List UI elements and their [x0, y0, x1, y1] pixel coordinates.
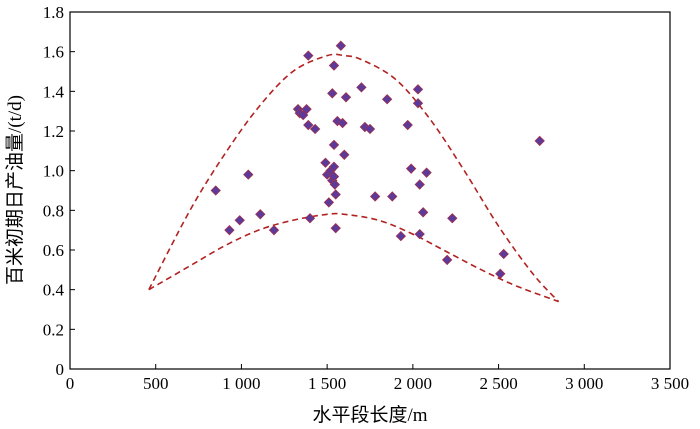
- x-tick-label: 1 500: [308, 374, 346, 393]
- data-point: [243, 169, 254, 180]
- data-point: [405, 163, 417, 174]
- data-point: [356, 82, 367, 93]
- data-point: [303, 119, 314, 131]
- data-point: [417, 207, 429, 218]
- data-point: [340, 92, 352, 103]
- data-point: [224, 225, 235, 236]
- data-point: [268, 225, 280, 236]
- data-point: [421, 167, 432, 178]
- data-point: [359, 121, 371, 133]
- data-point: [369, 191, 381, 202]
- data-point: [329, 179, 341, 190]
- data-point: [328, 60, 340, 71]
- data-point: [364, 123, 376, 135]
- data-point: [320, 157, 331, 168]
- data-point: [234, 215, 245, 226]
- data-point: [337, 117, 348, 129]
- data-point: [441, 254, 453, 266]
- y-tick-label: 0.6: [43, 241, 64, 260]
- x-tick-label: 3 000: [565, 374, 603, 393]
- y-tick-label: 0.2: [43, 320, 64, 339]
- data-point: [323, 197, 335, 208]
- envelope-curves: [148, 53, 560, 303]
- plot-frame: [69, 11, 671, 370]
- x-tick-label: 0: [66, 374, 75, 393]
- data-point: [301, 104, 312, 115]
- x-tick-label: 2 000: [394, 374, 432, 393]
- data-point: [412, 98, 424, 109]
- data-point: [303, 50, 314, 61]
- lower-envelope-curve: [148, 212, 559, 303]
- data-point: [395, 230, 407, 242]
- x-axis-ticks: 0 500 1 000 1 500 2 000 2 500 3 000 3 500: [66, 364, 689, 393]
- x-tick-label: 2 500: [479, 374, 517, 393]
- data-point: [330, 223, 341, 234]
- data-points: [210, 40, 545, 279]
- data-point: [402, 119, 413, 131]
- y-axis-ticks: 0 0.2 0.4 0.6 0.8 1.0 1.2 1.4 1.6 1.8: [43, 3, 75, 379]
- y-tick-label: 1.4: [43, 82, 65, 101]
- data-point: [327, 88, 338, 99]
- y-axis-title: 百米初期日产油量/(t/d): [4, 95, 26, 285]
- data-point: [335, 40, 347, 51]
- data-point: [381, 94, 393, 105]
- data-point: [328, 139, 340, 151]
- x-axis-title: 水平段长度/m: [312, 404, 427, 426]
- data-point: [309, 123, 321, 135]
- y-tick-label: 0.4: [43, 281, 65, 300]
- data-point: [210, 185, 221, 196]
- data-point: [447, 213, 458, 224]
- data-point: [412, 84, 424, 95]
- data-point: [498, 248, 509, 260]
- data-point: [534, 135, 545, 147]
- x-tick-label: 500: [143, 374, 169, 393]
- data-point: [328, 161, 340, 172]
- x-tick-label: 1 000: [222, 374, 260, 393]
- data-point: [255, 209, 266, 220]
- data-point: [330, 189, 341, 200]
- y-tick-label: 1.8: [43, 3, 64, 22]
- data-point: [414, 228, 425, 240]
- x-tick-label: 3 500: [651, 374, 689, 393]
- data-point: [304, 213, 316, 224]
- y-tick-label: 0.8: [43, 201, 64, 220]
- y-tick-label: 1.2: [43, 122, 64, 141]
- y-tick-label: 0: [56, 360, 65, 379]
- data-point: [414, 179, 425, 190]
- y-tick-label: 1.0: [43, 162, 64, 181]
- data-point: [495, 268, 506, 279]
- y-tick-label: 1.6: [43, 43, 64, 62]
- upper-envelope-curve: [148, 53, 560, 303]
- data-point: [339, 149, 350, 160]
- data-point: [332, 115, 343, 127]
- data-point: [387, 191, 398, 202]
